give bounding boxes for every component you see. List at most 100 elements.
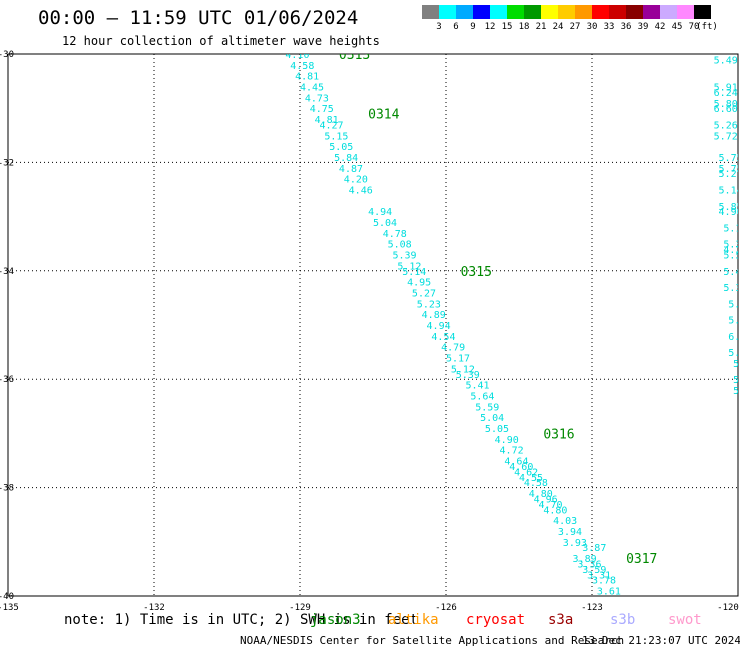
wave-height-label: 4.03 [553,516,577,527]
wave-height-label: 5.85 [719,202,740,213]
wave-height-label: 5.80 [714,99,738,110]
y-tick-label: -34 [0,267,14,277]
wave-height-label: 5.39 [456,370,480,381]
wave-height-label: 5.6 [728,316,740,327]
legend-swatch [422,5,439,19]
wave-height-label: 5.12 [451,364,475,375]
x-tick-label: -120 [717,603,739,612]
wave-height-label: 5.64 [470,391,494,402]
legend-tick-label: 18 [518,22,530,32]
wave-height-map: -135 -132 -129 -126 -123 -120 -30 -32 -34 -36 -38 -… [0,48,740,612]
wave-height-label: 4.96 [534,494,558,505]
legend-unit: (ft) [696,22,718,32]
legend-swatch [575,5,592,19]
wave-height-label: 3.93 [563,538,587,549]
wave-height-label: 5.15 [324,131,348,142]
legend-swatch [507,5,524,19]
mission-label-s3a: s3a [548,612,574,628]
credit-line: NOAA/NESDIS Center for Satellite Applica… [240,634,625,647]
wave-height-label: 4.95 [407,278,431,289]
legend-swatch [473,5,490,19]
mission-label-cryosat: cryosat [466,612,526,628]
legend-tick-label: 45 [671,22,683,32]
wave-height-label: 4.87 [339,164,363,175]
wave-height-label: 5.3 [723,240,740,251]
legend-tick-label: 3 [436,22,442,32]
legend-swatch [456,5,473,19]
mission-label-swot: swot [668,612,702,628]
wave-height-label: 4.46 [349,186,373,197]
wave-height-label: 5.12 [397,261,421,272]
legend-tick-label: 12 [484,22,496,32]
time-label: 0313 [339,48,370,63]
legend-swatch [643,5,660,19]
time-label: 0317 [626,552,657,567]
y-tick-label: -40 [0,592,14,602]
footer-note: note: 1) Time is in UTC; 2) SWH is in fe… [64,612,419,628]
wave-height-label: 5.59 [475,402,499,413]
wave-height-label: 5.75 [719,164,740,175]
legend-swatch [490,5,507,19]
wave-height-label: 4.90 [719,207,740,218]
wave-height-label: 5.4 [723,267,740,278]
wave-height-label: 3.89 [573,554,597,565]
wave-height-label: 4.70 [538,500,562,511]
wave-height-label: 4.81 [295,72,319,83]
wave-height-label: 5.3 [728,299,740,310]
wave-height-label: 4.58 [524,478,548,489]
wave-height-label: 4.94 [368,207,392,218]
legend-tick-label: 21 [535,22,547,32]
wave-height-label: 3.31 [587,570,611,581]
legend-swatch [524,5,541,19]
wave-height-label: 5.27 [719,169,740,180]
wave-height-label: 3.61 [597,587,621,598]
legend-tick-label: 6 [453,22,459,32]
wave-height-label: 4.64 [504,457,528,468]
legend-swatch [609,5,626,19]
wave-height-label: 4.27 [319,120,343,131]
wave-height-label: 4.72 [500,446,524,457]
legend-tick-label: 36 [620,22,632,32]
wave-height-label: 5.49 [714,55,738,66]
chart-title: 00:00 – 11:59 UTC 01/06/2024 [38,7,359,29]
x-tick-label: -135 [0,603,19,612]
time-label: 0315 [461,265,492,280]
wave-height-label: 5.13 [723,223,740,234]
legend-swatch [677,5,694,19]
y-tick-label: -36 [0,375,14,385]
wave-height-label: 4.78 [383,229,407,240]
x-tick-label: -129 [289,603,311,612]
wave-height-label: 5.72 [714,131,738,142]
wave-height-label: 3.59 [582,565,606,576]
legend-tick-label: 33 [603,22,615,32]
wave-height-label: 5.75 [719,153,740,164]
wave-height-label: 4.94 [427,321,451,332]
legend-swatch [558,5,575,19]
wave-height-label: 4.89 [422,310,446,321]
wave-height-label: 4.60 [509,462,533,473]
legend-tick-label: 30 [586,22,598,32]
mission-label-altika: altika [388,612,439,628]
x-tick-label: -123 [581,603,603,612]
wave-height-label: 4.62 [514,467,538,478]
wave-height-label: 5.3 [723,283,740,294]
y-tick-label: -38 [0,484,14,494]
wave-height-label: 5.5 [733,386,740,397]
legend-tick-label: 70 [688,22,700,32]
wave-height-label: 4.10 [285,50,309,61]
legend-swatch [541,5,558,19]
y-tick-label: -30 [0,50,14,60]
legend-tick-label: 27 [569,22,581,32]
legend-swatch [626,5,643,19]
wave-height-label: 5.23 [417,299,441,310]
wave-height-label: 5.27 [412,288,436,299]
legend-tick-label: 15 [501,22,513,32]
mission-label-jason3: jason3 [310,612,361,628]
wave-height-label: 3.87 [582,543,606,554]
wave-height-label: 6.60 [714,104,738,115]
wave-height-label: 4.20 [344,175,368,186]
wave-height-label: 4.90 [495,435,519,446]
wave-height-label: 5.08 [388,240,412,251]
wave-height-label: 5.91 [714,83,738,94]
wave-height-label: 4.80 [529,489,553,500]
